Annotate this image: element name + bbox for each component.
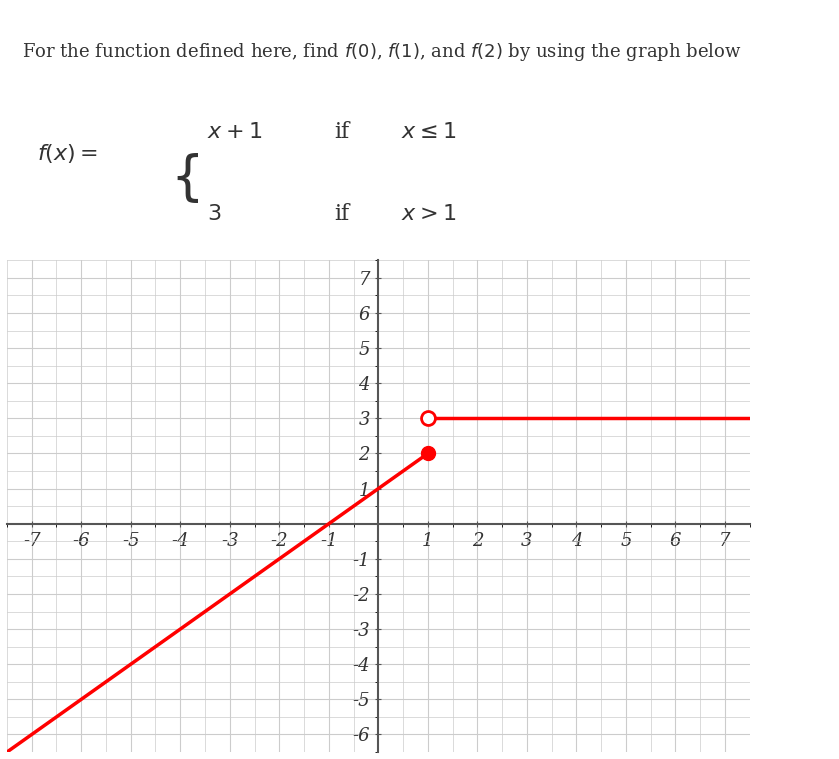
Text: $3$: $3$: [207, 203, 221, 225]
Text: if: if: [334, 121, 349, 143]
Text: if: if: [334, 203, 349, 225]
Text: $f(x) =$: $f(x) =$: [37, 142, 97, 165]
Text: For the function defined here, find $f(0)$, $f(1)$, and $f(2)$ by using the grap: For the function defined here, find $f(0…: [22, 41, 742, 63]
Text: $x > 1$: $x > 1$: [400, 203, 456, 225]
Text: $\{$: $\{$: [170, 151, 200, 206]
Text: $x + 1$: $x + 1$: [207, 121, 263, 143]
Text: $x \leq 1$: $x \leq 1$: [400, 121, 456, 143]
